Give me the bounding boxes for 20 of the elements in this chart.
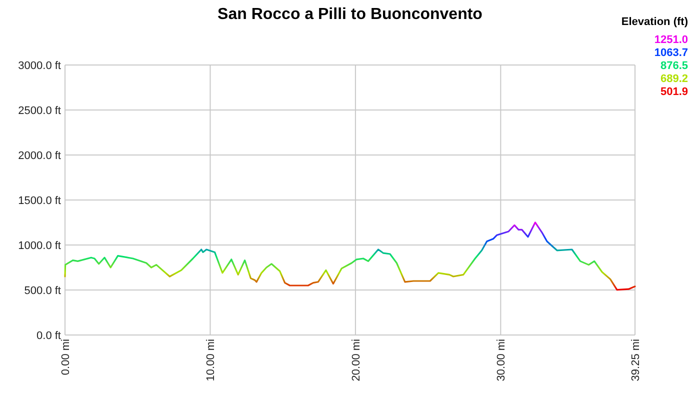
text: 689.2 bbox=[660, 72, 688, 85]
x-tick-label: 0.00 mi bbox=[60, 339, 72, 376]
x-tick-label: 10.00 mi bbox=[205, 339, 218, 382]
y-tick-label: 500.0 ft bbox=[24, 284, 61, 297]
text: 501.9 bbox=[660, 86, 688, 98]
line-series bbox=[64, 222, 636, 291]
x-tick-label: 20.00 mi bbox=[350, 339, 362, 382]
y-tick-label: 3000.0 ft bbox=[18, 60, 61, 72]
text: 1251.0 bbox=[654, 34, 688, 46]
y-tick-label: 0.0 ft bbox=[36, 330, 61, 342]
x-tick-label: 39.25 mi bbox=[630, 339, 642, 382]
chart-title: San Rocco a Pilli to Buonconvento bbox=[218, 6, 483, 23]
y-tick-label: 2500.0 ft bbox=[18, 104, 61, 117]
x-tick-label: 30.00 mi bbox=[496, 339, 508, 382]
text: 876.5 bbox=[660, 60, 688, 72]
y-tick-label: 2000.0 ft bbox=[18, 150, 61, 162]
text: 1063.7 bbox=[654, 46, 688, 59]
color-bar-title: Elevation (ft) bbox=[621, 16, 688, 28]
y-tick-label: 1000.0 ft bbox=[18, 240, 61, 252]
y-tick-label: 1500.0 ft bbox=[18, 194, 61, 207]
